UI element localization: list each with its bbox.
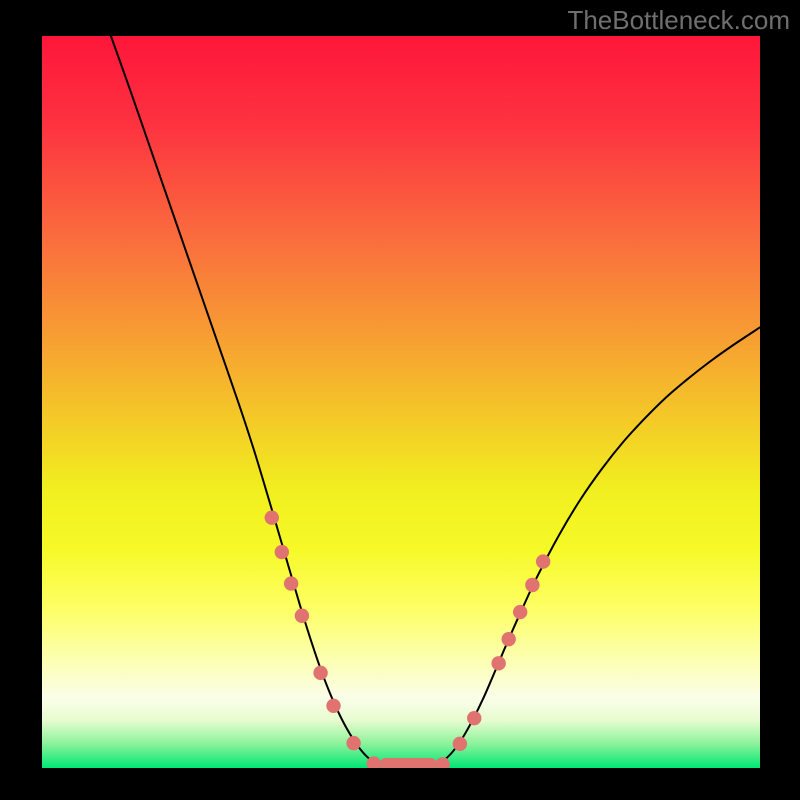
marker-right-7: [536, 554, 550, 568]
plot-svg: [42, 36, 760, 768]
plot-area: [42, 36, 760, 768]
marker-left-4: [313, 666, 327, 680]
marker-right-2: [467, 711, 481, 725]
marker-left-5: [326, 699, 340, 713]
marker-left-1: [275, 545, 289, 559]
marker-right-5: [513, 605, 527, 619]
bottom-bar: [379, 758, 436, 768]
marker-right-6: [525, 578, 539, 592]
marker-right-3: [491, 656, 505, 670]
marker-right-4: [502, 632, 516, 646]
marker-left-0: [265, 510, 279, 524]
marker-right-1: [453, 737, 467, 751]
watermark: TheBottleneck.com: [567, 5, 790, 36]
marker-left-2: [284, 576, 298, 590]
marker-left-3: [295, 609, 309, 623]
chart-container: TheBottleneck.com: [0, 0, 800, 800]
marker-left-6: [346, 736, 360, 750]
